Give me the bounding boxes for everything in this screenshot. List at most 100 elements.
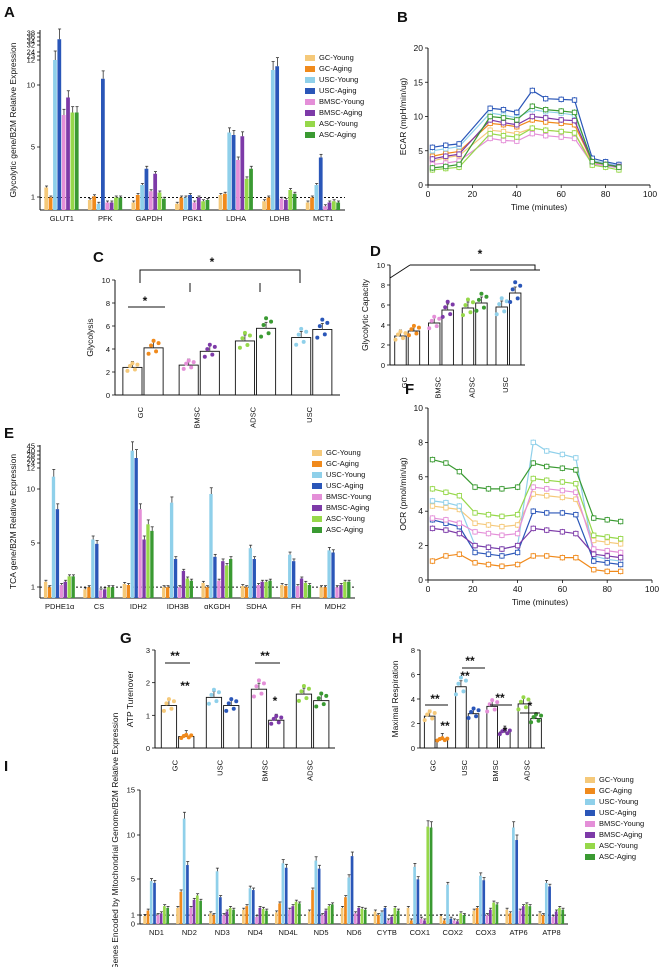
bar-I-9-6 xyxy=(459,913,463,924)
bar-I-10-4 xyxy=(485,915,489,924)
x-axis-label-B: Time (minutes) xyxy=(511,202,568,212)
bar-E-1-2 xyxy=(91,539,95,598)
y-tick-label-E-3: 12 xyxy=(27,464,35,473)
dot-H-1-1-1 xyxy=(469,709,474,714)
dot-C-1-1-3 xyxy=(210,352,215,357)
dot-H-3-0-2 xyxy=(521,695,526,700)
dot-D-2-1-3 xyxy=(481,305,486,310)
bar-I-1-3 xyxy=(186,865,189,924)
dot-G-1-1-2 xyxy=(229,697,234,702)
bar-I-9-4 xyxy=(452,920,456,924)
sig-mark-H-0: ** xyxy=(430,692,440,706)
point-B-5-9 xyxy=(571,117,578,124)
y-tick-label-B-4: 20 xyxy=(414,43,424,53)
point-F-3-8 xyxy=(544,510,550,516)
bar-A-3-3 xyxy=(188,195,192,210)
y-tick-label-D-2: 4 xyxy=(381,321,385,330)
point-B-5-4 xyxy=(500,120,507,126)
dot-D-0-1-2 xyxy=(411,323,416,328)
bar-A-6-0 xyxy=(305,202,310,210)
point-F-7-13 xyxy=(617,518,624,525)
sig-mark-C-1: * xyxy=(210,255,215,269)
legend-swatch-a-6 xyxy=(305,121,315,127)
dot-D-1-0-0 xyxy=(427,326,432,331)
bar-I-6-5 xyxy=(357,907,360,924)
bar-E-6-3 xyxy=(292,561,296,598)
dot-G-0-1-2 xyxy=(184,732,189,737)
dot-G-3-1-3 xyxy=(321,702,326,707)
x-label-C-3: USC xyxy=(305,406,314,422)
y-axis-label-A: Glycolytic gene/B2M Relative Expression xyxy=(8,42,18,197)
bar-A-0-4 xyxy=(61,115,66,210)
dot-G-3-0-4 xyxy=(306,686,311,691)
bar-I-12-2 xyxy=(544,882,548,924)
bar-I-7-6 xyxy=(393,907,397,924)
bar-E-4-0 xyxy=(201,582,205,598)
bar-E-4-1 xyxy=(205,587,209,598)
x-tick-label-F-1: 20 xyxy=(468,584,478,594)
dot-D-3-0-1 xyxy=(497,302,502,307)
bar-I-4-7 xyxy=(298,903,301,924)
point-B-5-0 xyxy=(429,156,436,162)
point-B-6-5 xyxy=(514,134,520,140)
dot-D-0-1-3 xyxy=(414,331,419,336)
panel-label-c: C xyxy=(93,249,104,266)
dot-C-2-0-4 xyxy=(247,333,252,338)
y-tick-label-H-2: 4 xyxy=(411,695,415,704)
point-F-3-11 xyxy=(591,558,597,564)
dot-C-0-1-1 xyxy=(149,343,154,348)
dot-H-0-0-1 xyxy=(425,712,430,717)
dot-G-1-1-3 xyxy=(231,706,236,711)
bar-E-3-6 xyxy=(185,578,190,598)
legend-swatch-a-0 xyxy=(305,55,315,61)
bar-E-7-7 xyxy=(347,581,351,598)
legend-label-e-4: BMSC-Young xyxy=(326,492,371,501)
dot-G-3-0-3 xyxy=(304,696,309,701)
dot-G-1-0-4 xyxy=(216,690,221,695)
bar-E-5-5 xyxy=(260,581,264,598)
dot-D-1-1-4 xyxy=(450,302,455,307)
bar-I-9-7 xyxy=(462,915,466,924)
bar-I-7-3 xyxy=(383,907,387,924)
point-F-1-2 xyxy=(456,551,463,557)
bar-E-3-5 xyxy=(181,570,186,598)
bar-E-0-4 xyxy=(59,585,64,598)
point-F-5-4 xyxy=(485,544,492,550)
point-B-7-3 xyxy=(487,113,493,120)
x-label-I-1: ND2 xyxy=(182,928,197,937)
dot-D-2-1-1 xyxy=(476,297,481,302)
legend-label-a-7: ASC-Aging xyxy=(319,130,356,139)
bar-A-4-6 xyxy=(244,178,249,210)
bar-A-3-2 xyxy=(183,197,188,210)
y-tick-label-A-3: 12 xyxy=(27,56,35,65)
y-axis-label-B: ECAR (mpH/min/ug) xyxy=(398,78,408,156)
dot-D-3-0-2 xyxy=(499,296,504,301)
dot-C-0-0-0 xyxy=(125,368,130,373)
bar-E-6-2 xyxy=(288,554,292,598)
y-tick-label-B-0: 0 xyxy=(418,180,423,190)
dot-D-3-1-2 xyxy=(513,280,518,285)
bar-E-1-0 xyxy=(83,589,87,598)
panel-label-d: D xyxy=(370,243,381,260)
point-F-7-5 xyxy=(499,486,505,492)
dot-C-3-0-4 xyxy=(304,329,309,334)
bar-E-4-6 xyxy=(225,565,229,598)
dot-C-1-1-1 xyxy=(205,347,210,352)
dot-D-3-0-0 xyxy=(494,312,499,317)
legend-swatch-i-6 xyxy=(585,843,595,849)
x-label-A-5: LDHB xyxy=(270,214,290,223)
point-F-3-9 xyxy=(559,510,566,516)
bar-I-6-7 xyxy=(363,909,367,924)
point-F-5-10 xyxy=(573,530,579,537)
bar-E-6-7 xyxy=(307,585,312,598)
x-label-I-10: COX3 xyxy=(475,928,495,937)
y-tick-label-G-1: 1 xyxy=(146,711,150,720)
dot-H-1-1-0 xyxy=(466,715,471,720)
point-B-5-7 xyxy=(543,115,549,121)
point-F-0-1 xyxy=(443,505,449,511)
bar-E-3-4 xyxy=(177,587,182,598)
sig-mark-G-1: ** xyxy=(180,679,190,693)
point-B-6-9 xyxy=(571,130,578,136)
bar-A-0-3 xyxy=(57,39,62,210)
dot-G-1-0-0 xyxy=(206,701,211,706)
